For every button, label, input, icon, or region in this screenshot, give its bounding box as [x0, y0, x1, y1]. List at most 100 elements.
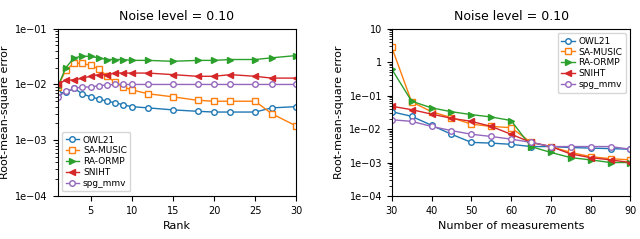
OWL21	[227, 111, 234, 114]
spg_mmv	[447, 129, 455, 132]
SA-MUSIC	[567, 151, 575, 154]
SA-MUSIC	[95, 67, 102, 70]
Line: SNIHT: SNIHT	[55, 70, 299, 87]
SNIHT	[79, 77, 86, 80]
SA-MUSIC	[607, 157, 614, 160]
spg_mmv	[210, 83, 218, 86]
SA-MUSIC	[447, 116, 455, 119]
Y-axis label: Root-mean-square error: Root-mean-square error	[334, 46, 344, 179]
RA-ORMP	[103, 58, 111, 61]
SA-MUSIC	[467, 123, 475, 126]
SA-MUSIC	[268, 112, 275, 115]
SNIHT	[447, 117, 455, 120]
RA-ORMP	[268, 56, 275, 59]
spg_mmv	[169, 83, 177, 86]
spg_mmv	[144, 83, 152, 86]
OWL21	[607, 147, 614, 150]
OWL21	[268, 106, 275, 109]
SA-MUSIC	[388, 46, 396, 49]
RA-ORMP	[70, 56, 78, 59]
X-axis label: Rank: Rank	[163, 221, 191, 231]
Legend: OWL21, SA-MUSIC, RA-ORMP, SNIHT, spg_mmv: OWL21, SA-MUSIC, RA-ORMP, SNIHT, spg_mmv	[557, 33, 626, 93]
OWL21	[547, 145, 555, 148]
spg_mmv	[527, 141, 535, 144]
SNIHT	[70, 79, 78, 81]
spg_mmv	[227, 83, 234, 86]
SA-MUSIC	[587, 155, 595, 158]
RA-ORMP	[95, 56, 102, 59]
SNIHT	[268, 77, 275, 80]
SA-MUSIC	[227, 100, 234, 103]
SA-MUSIC	[194, 99, 202, 102]
SA-MUSIC	[252, 100, 259, 103]
SA-MUSIC	[111, 81, 119, 84]
spg_mmv	[54, 95, 61, 98]
SA-MUSIC	[54, 86, 61, 88]
RA-ORMP	[169, 60, 177, 63]
SNIHT	[144, 72, 152, 75]
RA-ORMP	[54, 86, 61, 88]
spg_mmv	[292, 83, 300, 86]
RA-ORMP	[292, 54, 300, 57]
spg_mmv	[79, 86, 86, 88]
spg_mmv	[627, 148, 634, 151]
SA-MUSIC	[487, 125, 495, 128]
RA-ORMP	[86, 55, 94, 58]
RA-ORMP	[547, 151, 555, 154]
SNIHT	[428, 113, 435, 115]
RA-ORMP	[487, 115, 495, 118]
Line: spg_mmv: spg_mmv	[389, 117, 633, 152]
RA-ORMP	[227, 58, 234, 61]
SA-MUSIC	[210, 100, 218, 103]
Title: Noise level = 0.10: Noise level = 0.10	[120, 10, 234, 23]
OWL21	[169, 109, 177, 111]
SNIHT	[103, 73, 111, 76]
RA-ORMP	[62, 66, 70, 69]
RA-ORMP	[428, 106, 435, 109]
SNIHT	[95, 73, 102, 76]
Line: RA-ORMP: RA-ORMP	[55, 53, 299, 90]
SNIHT	[128, 72, 136, 75]
spg_mmv	[103, 83, 111, 86]
spg_mmv	[252, 83, 259, 86]
RA-ORMP	[111, 58, 119, 61]
OWL21	[210, 111, 218, 114]
OWL21	[103, 100, 111, 103]
Line: SA-MUSIC: SA-MUSIC	[389, 44, 633, 163]
Line: OWL21: OWL21	[389, 109, 633, 152]
spg_mmv	[467, 133, 475, 136]
spg_mmv	[428, 125, 435, 128]
SNIHT	[487, 125, 495, 128]
SNIHT	[169, 73, 177, 76]
OWL21	[120, 103, 127, 106]
RA-ORMP	[194, 59, 202, 62]
SNIHT	[607, 158, 614, 161]
spg_mmv	[194, 83, 202, 86]
RA-ORMP	[627, 161, 634, 164]
Line: SA-MUSIC: SA-MUSIC	[55, 60, 299, 129]
X-axis label: Number of measurements: Number of measurements	[438, 221, 584, 231]
OWL21	[70, 87, 78, 90]
OWL21	[627, 148, 634, 151]
OWL21	[388, 110, 396, 113]
Y-axis label: Root-mean-square error: Root-mean-square error	[0, 46, 10, 179]
OWL21	[447, 133, 455, 136]
OWL21	[144, 106, 152, 109]
RA-ORMP	[388, 68, 396, 71]
spg_mmv	[408, 120, 415, 123]
spg_mmv	[62, 90, 70, 93]
SA-MUSIC	[428, 110, 435, 113]
spg_mmv	[547, 145, 555, 148]
SNIHT	[210, 75, 218, 78]
SA-MUSIC	[627, 158, 634, 161]
spg_mmv	[128, 83, 136, 86]
OWL21	[508, 143, 515, 146]
SA-MUSIC	[508, 126, 515, 129]
spg_mmv	[95, 84, 102, 87]
SNIHT	[587, 156, 595, 159]
RA-ORMP	[120, 58, 127, 61]
RA-ORMP	[447, 110, 455, 113]
spg_mmv	[487, 135, 495, 138]
RA-ORMP	[527, 145, 535, 148]
SNIHT	[508, 133, 515, 136]
